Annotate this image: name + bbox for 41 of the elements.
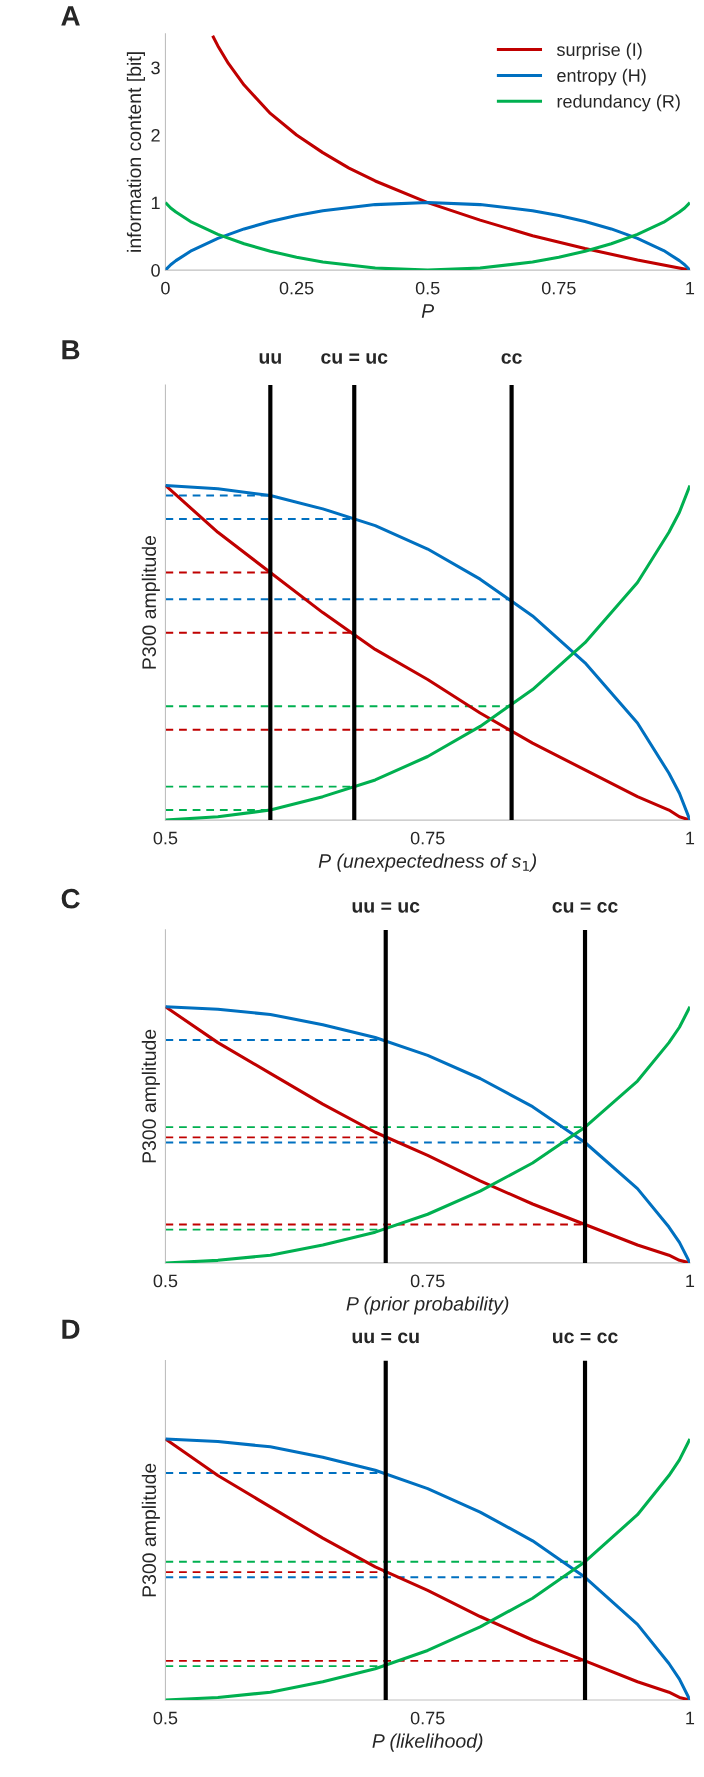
y-axis-title: P300 amplitude: [141, 535, 160, 669]
x-tick-label: 0.75: [410, 831, 445, 845]
chart-title: B: [62, 340, 80, 360]
x-tick-label: 0.5: [153, 1711, 178, 1725]
line-series: [211, 34, 690, 271]
x-tick-label: 0: [161, 281, 170, 295]
x-tick-label: 0.5: [415, 281, 440, 295]
x-axis-title: P (unexpectedness of s$_{1}$): [318, 853, 537, 872]
y-tick-label: 1: [151, 196, 160, 210]
x-tick-label: 0.75: [541, 281, 576, 295]
x-tick-label: 0.75: [410, 1274, 445, 1288]
ref-line-label: uc = cc: [552, 1332, 618, 1344]
x-tick-label: 1: [686, 831, 695, 845]
x-axis-title: P: [421, 304, 435, 318]
legend-label: redundancy (R): [557, 94, 680, 112]
legend-label: surprise (I): [556, 42, 642, 60]
x-tick-label: 1: [686, 281, 695, 295]
x-tick-label: 1: [686, 1711, 695, 1725]
x-axis-title: P (prior probability): [346, 1296, 509, 1315]
ref-line-label: uu: [259, 353, 281, 364]
ref-line-label: uu = uc: [352, 902, 420, 913]
x-tick-label: 1: [686, 1274, 695, 1288]
x-tick-label: 0.25: [279, 281, 314, 295]
y-axis-title: information content [bit]: [126, 52, 145, 252]
chart-title: D: [62, 1319, 80, 1339]
ref-line-label: uu = cu: [352, 1332, 419, 1344]
x-tick-label: 0.75: [410, 1711, 445, 1725]
x-axis-title: P (likelihood): [372, 1733, 483, 1752]
y-tick-label: 3: [151, 61, 160, 75]
y-tick-label: 0: [151, 264, 160, 277]
chart-title: C: [61, 888, 80, 909]
legend-label: entropy (H): [557, 68, 646, 86]
y-axis-title: P300 amplitude: [141, 1029, 160, 1163]
x-tick-label: 0.5: [153, 831, 178, 845]
ref-line-label: cu = uc: [321, 353, 388, 364]
ref-line-label: cu = cc: [552, 902, 618, 913]
ref-line-label: cc: [501, 353, 522, 364]
y-axis-title: P300 amplitude: [141, 1463, 160, 1597]
y-tick-label: 2: [151, 128, 160, 142]
chart-title: A: [61, 6, 80, 26]
x-tick-label: 0.5: [153, 1274, 178, 1288]
